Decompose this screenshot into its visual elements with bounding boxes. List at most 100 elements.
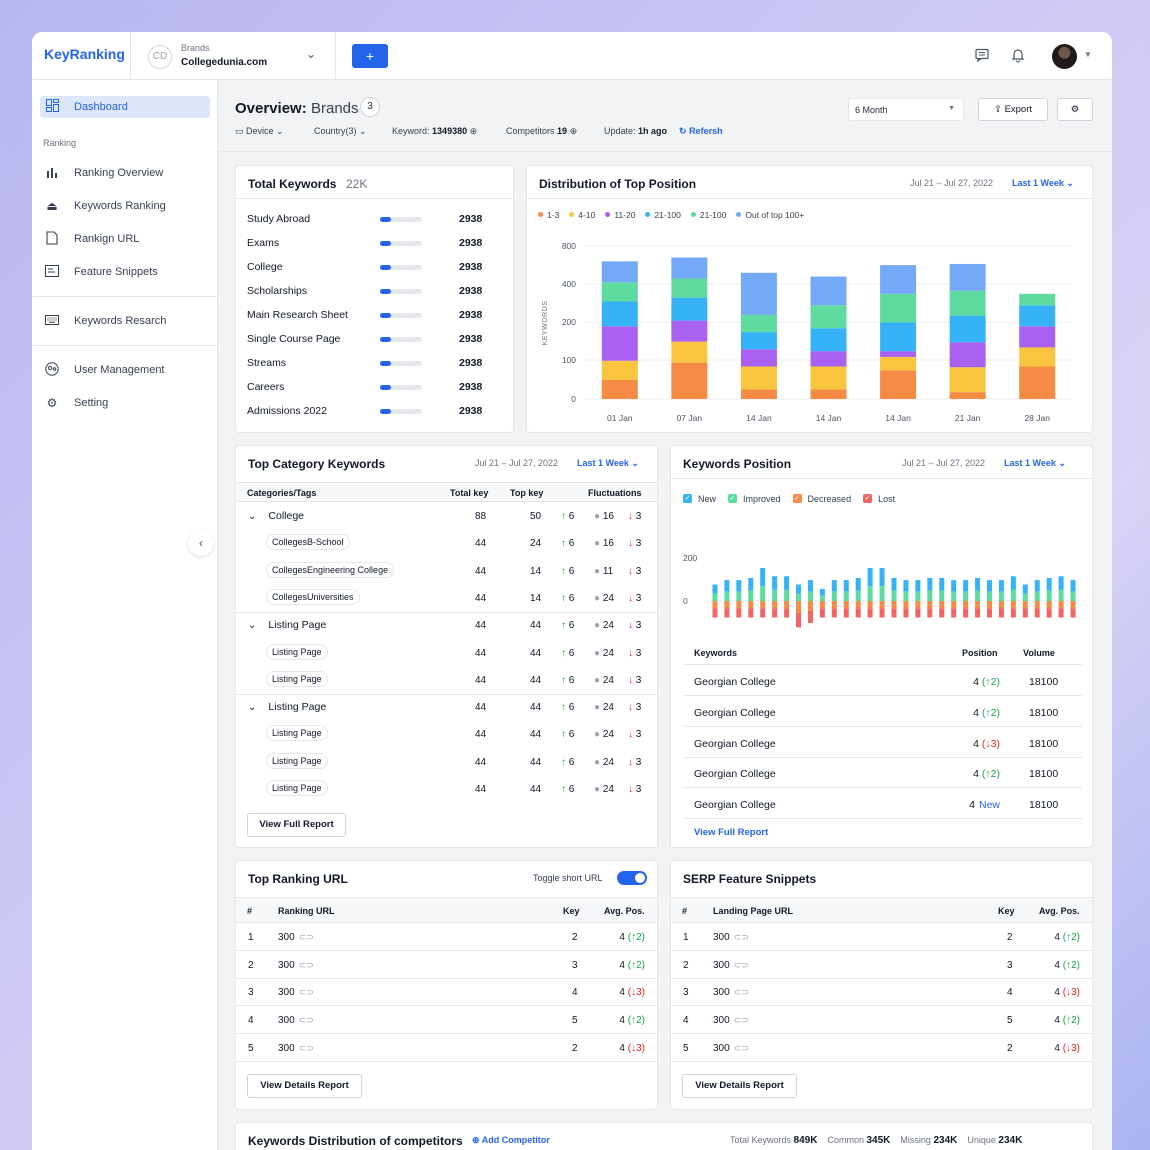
list-item[interactable]: Scholarships 2938 [247,285,499,299]
device-filter[interactable]: ▭ Device ⌄ [235,126,284,136]
list-item[interactable]: Main Research Sheet 2938 [247,309,499,323]
sidebar-item-feature-snippets[interactable]: Feature Snippets [40,261,210,283]
url-cell[interactable]: 300 ⊂⊃ [713,932,749,943]
tag-pill[interactable]: CollegesB-School [266,534,350,551]
tag-pill[interactable]: Listing Page [266,725,328,742]
list-item[interactable]: Study Abroad 2938 [247,213,499,227]
link-icon[interactable]: ⊂⊃ [733,959,749,970]
plus-circle-icon[interactable]: ⊕ [569,126,578,136]
url-cell[interactable]: 300 ⊂⊃ [278,987,314,998]
link-icon[interactable]: ⊂⊃ [733,932,749,942]
url-cell[interactable]: 300 ⊂⊃ [278,1015,314,1026]
legend-item[interactable]: 1-3 [538,210,559,220]
table-row[interactable]: 5 300 ⊂⊃ 2 4 (↓3) [236,1035,657,1062]
table-row[interactable]: 1 300 ⊂⊃ 2 4 (↑2) [671,924,1092,951]
table-row[interactable]: ⌄ Listing Page 44 44 ↑ 6 ● 24 ↓ 3 [236,694,657,721]
table-row[interactable]: Georgian College 4 (↓3) 18100 [683,728,1082,758]
legend-item[interactable]: 21-100 [690,210,726,220]
collapse-sidebar-button[interactable]: ‹ [188,530,214,556]
add-button[interactable]: + [352,44,388,68]
tag-pill[interactable]: Listing Page [266,780,328,796]
table-row[interactable]: 4 300 ⊂⊃ 5 4 (↑2) [236,1007,657,1035]
sidebar-item-ranking-overview[interactable]: Ranking Overview [40,162,210,184]
table-row[interactable]: Georgian College 4 (↑2) 18100 [683,758,1082,789]
legend-item[interactable]: 11-20 [605,210,635,220]
sidebar-item-keywords-ranking[interactable]: ⏏ Keywords Ranking [40,195,210,217]
legend-item[interactable]: Out of top 100+ [736,210,804,220]
table-row[interactable]: ⌄ Listing Page 44 44 ↑ 6 ● 24 ↓ 3 [236,612,657,639]
table-row[interactable]: CollegesUniversities 44 14 ↑ 6 ● 24 ↓ 3 [236,585,657,612]
table-row[interactable]: Georgian College 4 (↑2) 18100 [683,697,1082,727]
user-avatar[interactable] [1052,44,1077,69]
url-cell[interactable]: 300 ⊂⊃ [713,987,749,998]
table-row[interactable]: 4 300 ⊂⊃ 5 4 (↑2) [671,1007,1092,1035]
list-item[interactable]: Single Course Page 2938 [247,333,499,347]
table-row[interactable]: 3 300 ⊂⊃ 4 4 (↓3) [671,979,1092,1007]
chevron-down-icon[interactable]: ⌄ [248,511,257,522]
sidebar-item-user-management[interactable]: User Management [40,359,210,381]
link-icon[interactable]: ⊂⊃ [298,932,314,942]
view-details-report-button[interactable]: View Details Report [247,1074,362,1098]
link-icon[interactable]: ⊂⊃ [298,959,314,970]
legend-checkbox[interactable]: ✓ Lost [863,494,895,504]
bell-icon[interactable] [1009,47,1027,65]
table-row[interactable]: Listing Page 44 44 ↑ 6 ● 24 ↓ 3 [236,721,657,748]
table-row[interactable]: 2 300 ⊂⊃ 3 4 (↑2) [671,952,1092,979]
table-row[interactable]: Listing Page 44 44 ↑ 6 ● 24 ↓ 3 [236,776,657,803]
plus-circle-icon[interactable]: ⊕ [469,126,478,136]
chevron-down-icon[interactable]: ⌄ [248,702,257,714]
range-select[interactable]: Last 1 Week ⌄ [1012,178,1074,188]
table-row[interactable]: 5 300 ⊂⊃ 2 4 (↓3) [671,1035,1092,1062]
legend-checkbox[interactable]: ✓ Improved [728,494,781,504]
tag-pill[interactable]: CollegesUniversities [266,588,360,605]
url-cell[interactable]: 300 ⊂⊃ [278,1043,314,1054]
tag-pill[interactable]: Listing Page [266,752,328,769]
legend-item[interactable]: 4-10 [569,210,595,220]
legend-checkbox[interactable]: ✓ New [683,494,716,504]
list-item[interactable]: Exams 2938 [247,237,499,251]
url-cell[interactable]: 300 ⊂⊃ [713,1015,749,1026]
link-icon[interactable]: ⊂⊃ [298,1015,314,1026]
tag-pill[interactable]: Listing Page [266,643,328,660]
country-filter[interactable]: Country(3) ⌄ [314,126,367,136]
table-row[interactable]: Listing Page 44 44 ↑ 6 ● 24 ↓ 3 [236,640,657,667]
list-item[interactable]: Admissions 2022 2938 [247,405,499,419]
legend-item[interactable]: 21-100 [645,210,681,220]
sidebar-item-setting[interactable]: ⚙ Setting [40,392,210,414]
chat-icon[interactable] [973,47,991,65]
chevron-down-icon[interactable]: ⌄ [306,47,317,61]
sidebar-item-ranking-url[interactable]: Rankign URL [40,228,210,250]
chevron-down-icon[interactable]: ⌄ [248,620,257,632]
legend-checkbox[interactable]: ✓ Decreased [792,494,851,504]
url-cell[interactable]: 300 ⊂⊃ [278,932,314,943]
refresh-link[interactable]: ↻ Refersh [679,126,723,137]
sidebar-item-dashboard[interactable]: Dashboard [40,96,210,118]
table-row[interactable]: 1 300 ⊂⊃ 2 4 (↑2) [236,924,657,951]
list-item[interactable]: Careers 2938 [247,381,499,395]
caret-down-icon[interactable]: ▼ [1084,50,1092,59]
app-logo[interactable]: KeyRanking [44,46,125,62]
link-icon[interactable]: ⊂⊃ [733,1042,749,1053]
table-row[interactable]: CollegesB-School 44 24 ↑ 6 ● 16 ↓ 3 [236,530,657,557]
list-item[interactable]: Streams 2938 [247,357,499,371]
table-row[interactable]: Georgian College 4 (↑2) 18100 [683,666,1082,696]
url-cell[interactable]: 300 ⊂⊃ [713,960,749,971]
brand-name[interactable]: Collegedunia.com [181,57,268,68]
export-button[interactable]: ⇪ Export [978,98,1048,121]
view-full-report-button[interactable]: View Full Report [247,813,346,837]
list-item[interactable]: College 2938 [247,261,499,275]
table-row[interactable]: Listing Page 44 44 ↑ 6 ● 24 ↓ 3 [236,749,657,776]
tag-pill[interactable]: Listing Page [266,670,328,687]
settings-button[interactable]: ⚙ [1057,98,1093,121]
range-select[interactable]: Last 1 Week ⌄ [577,458,639,468]
tag-pill[interactable]: CollegesEngineering College [266,561,395,578]
table-row[interactable]: 3 300 ⊂⊃ 4 4 (↓3) [236,979,657,1007]
link-icon[interactable]: ⊂⊃ [733,1015,749,1026]
link-icon[interactable]: ⊂⊃ [298,1042,314,1053]
table-row[interactable]: 2 300 ⊂⊃ 3 4 (↑2) [236,952,657,979]
view-full-report-link[interactable]: View Full Report [694,827,769,838]
short-url-toggle[interactable] [617,871,647,885]
table-row[interactable]: CollegesEngineering College 44 14 ↑ 6 ● 11 ↓ … [236,558,657,585]
url-cell[interactable]: 300 ⊂⊃ [713,1043,749,1054]
table-row[interactable]: Georgian College 4 New 18100 [683,789,1082,820]
